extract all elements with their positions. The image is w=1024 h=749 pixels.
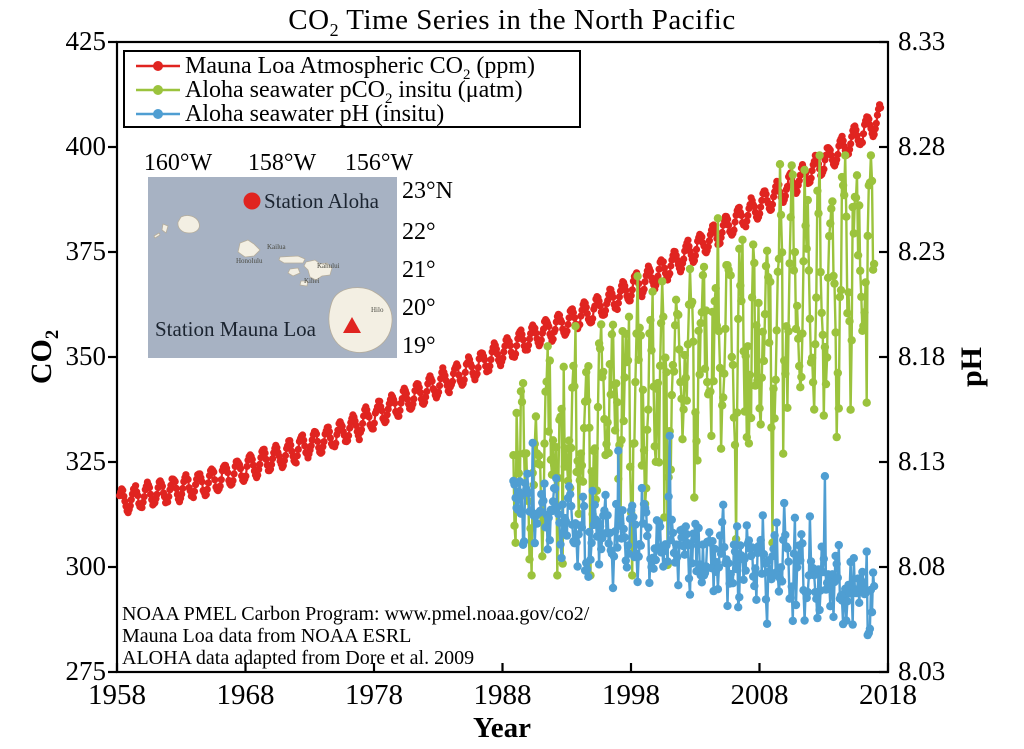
island-maui	[303, 259, 333, 281]
map-lat-label: 20°	[402, 295, 436, 321]
map-town-label-kailua: Kailua	[267, 243, 286, 251]
island-hawaii	[328, 287, 393, 353]
legend-item-mauna-loa-co2: Mauna Loa Atmospheric CO2 (ppm)	[133, 53, 571, 83]
annotation-line: ALOHA data adapted from Dore et al. 2009	[122, 647, 475, 669]
x-tick-label: 1958	[88, 679, 146, 711]
x-tick-label: 1968	[216, 679, 275, 711]
y-right-tick-label: 8.03	[898, 656, 946, 686]
map-lon-label: 156°W	[344, 150, 414, 176]
series-aloha-pco2	[509, 151, 879, 580]
legend-label: Aloha seawater pCO2 insitu (μatm)	[185, 77, 523, 107]
station-aloha-marker-icon	[243, 192, 261, 210]
island-lanai	[287, 267, 301, 277]
map-town-label-hilo: Hilo	[371, 306, 384, 314]
y-left-tick-label: 425	[65, 26, 107, 56]
legend-label: Mauna Loa Atmospheric CO2 (ppm)	[185, 53, 536, 83]
y-left-tick-label: 300	[65, 551, 107, 581]
island-kauai	[177, 215, 200, 234]
map-lon-label: 158°W	[247, 150, 317, 176]
island-kaula	[153, 232, 161, 239]
island-niihau	[161, 223, 169, 234]
y-left-tick-label: 400	[65, 131, 107, 161]
y-right-tick-label: 8.08	[898, 551, 946, 581]
y-right-tick-label: 8.28	[898, 131, 946, 161]
y-right-tick-label: 8.33	[898, 26, 946, 56]
legend-line-dot-icon-red	[136, 61, 180, 71]
legend-item-aloha-ph: Aloha seawater pH (insitu)	[133, 102, 571, 126]
y-left-tick-label: 325	[65, 446, 107, 476]
legend-item-aloha-pco2: Aloha seawater pCO2 insitu (μatm)	[133, 77, 571, 107]
y-right-tick-label: 8.13	[898, 446, 946, 476]
chart-title: CO2 Time Series in the North Pacific	[0, 4, 1024, 40]
x-tick-label: 1988	[473, 679, 532, 711]
plot-frame	[108, 40, 890, 674]
legend-line-dot-icon-green	[136, 85, 180, 95]
map-town-label-honolulu: Honolulu	[236, 257, 263, 265]
map-town-label-kahului: Kahului	[317, 262, 340, 270]
chart-title-subscript: 2	[329, 19, 340, 40]
y-left-tick-label: 375	[65, 236, 107, 266]
map-lat-label: 21°	[402, 257, 436, 283]
island-shapes	[153, 215, 393, 353]
island-kahoolawe	[299, 280, 309, 287]
map-town-label-kihei: Kihei	[304, 277, 320, 285]
station-mauna-loa-label: Station Mauna Loa	[155, 317, 316, 341]
legend-line-dot-icon-blue	[136, 109, 180, 119]
legend-label: Aloha seawater pH (insitu)	[185, 101, 445, 127]
map-lon-label: 160°W	[143, 150, 213, 176]
y-left-tick-label: 275	[65, 656, 107, 686]
map-lat-label: 19°	[402, 333, 436, 359]
x-tick-label: 2008	[730, 679, 789, 711]
inset-map	[148, 177, 397, 358]
chart-title-text-rest: Time Series in the North Pacific	[339, 4, 736, 36]
chart-title-text: CO	[288, 4, 330, 36]
x-tick-label: 2018	[859, 679, 917, 711]
island-molokai	[278, 255, 306, 264]
y-right-tick-label: 8.23	[898, 236, 946, 266]
map-lat-label: 23°N	[402, 178, 453, 204]
map-lat-label: 22°	[402, 219, 436, 245]
annotation-line: Mauna Loa data from NOAA ESRL	[122, 625, 412, 647]
source-annotations: NOAA PMEL Carbon Program: www.pmel.noaa.…	[122, 603, 589, 669]
x-tick-label: 1998	[602, 679, 660, 711]
annotation-line: NOAA PMEL Carbon Program: www.pmel.noaa.…	[122, 603, 590, 625]
x-axis-label: Year	[473, 712, 531, 744]
station-aloha-label: Station Aloha	[264, 189, 379, 213]
x-tick-label: 1978	[345, 679, 403, 711]
y-left-tick-label: 350	[65, 341, 107, 371]
series-aloha-ph	[509, 431, 879, 640]
station-maunaloa-marker-icon	[343, 317, 361, 333]
island-oahu	[237, 239, 261, 258]
legend-box: Mauna Loa Atmospheric CO2 (ppm) Aloha se…	[123, 50, 581, 128]
y-right-tick-label: 8.18	[898, 341, 946, 371]
